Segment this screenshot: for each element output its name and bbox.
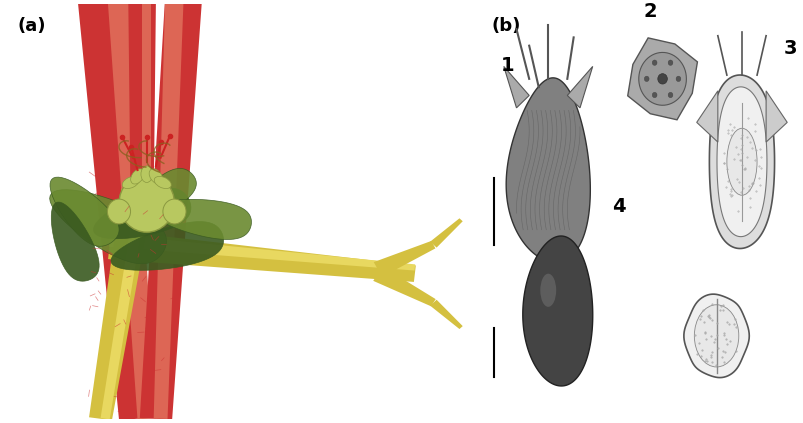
Ellipse shape (540, 274, 556, 307)
Ellipse shape (667, 60, 672, 66)
Polygon shape (127, 168, 196, 224)
Text: (a): (a) (18, 16, 46, 35)
Ellipse shape (675, 76, 680, 82)
Polygon shape (100, 190, 148, 419)
Polygon shape (50, 190, 166, 264)
Polygon shape (506, 78, 589, 262)
Ellipse shape (149, 169, 162, 184)
Polygon shape (108, 230, 415, 282)
Ellipse shape (726, 128, 756, 195)
Ellipse shape (694, 305, 738, 367)
Polygon shape (151, 199, 251, 239)
Polygon shape (627, 38, 696, 120)
Polygon shape (93, 188, 190, 239)
Ellipse shape (651, 60, 656, 66)
Polygon shape (430, 300, 463, 329)
Ellipse shape (651, 92, 656, 98)
Polygon shape (503, 66, 528, 108)
Polygon shape (142, 0, 151, 203)
Polygon shape (716, 87, 766, 236)
Polygon shape (108, 0, 156, 419)
Ellipse shape (163, 199, 185, 224)
Ellipse shape (122, 176, 139, 189)
Polygon shape (638, 52, 686, 105)
Polygon shape (50, 177, 119, 246)
Polygon shape (89, 189, 153, 420)
Text: 1: 1 (500, 55, 514, 74)
Polygon shape (567, 66, 592, 108)
Polygon shape (708, 75, 773, 248)
Ellipse shape (154, 176, 171, 189)
Polygon shape (683, 294, 748, 378)
Polygon shape (128, 0, 156, 203)
Polygon shape (373, 241, 435, 277)
Ellipse shape (119, 174, 174, 232)
Polygon shape (696, 91, 717, 142)
Polygon shape (522, 236, 592, 386)
Ellipse shape (131, 169, 144, 184)
Polygon shape (77, 0, 156, 420)
Ellipse shape (643, 76, 648, 82)
Polygon shape (430, 218, 463, 247)
Ellipse shape (108, 199, 130, 224)
Ellipse shape (657, 74, 666, 84)
Ellipse shape (141, 166, 153, 182)
Polygon shape (153, 0, 183, 419)
Text: 3: 3 (782, 39, 796, 58)
Polygon shape (140, 0, 202, 420)
Polygon shape (51, 202, 99, 281)
Polygon shape (111, 222, 223, 270)
Text: (b): (b) (491, 16, 520, 35)
Text: 4: 4 (611, 197, 625, 215)
Polygon shape (373, 266, 435, 306)
Text: 2: 2 (642, 2, 656, 21)
Polygon shape (765, 91, 786, 142)
Ellipse shape (667, 92, 672, 98)
Polygon shape (109, 234, 414, 271)
